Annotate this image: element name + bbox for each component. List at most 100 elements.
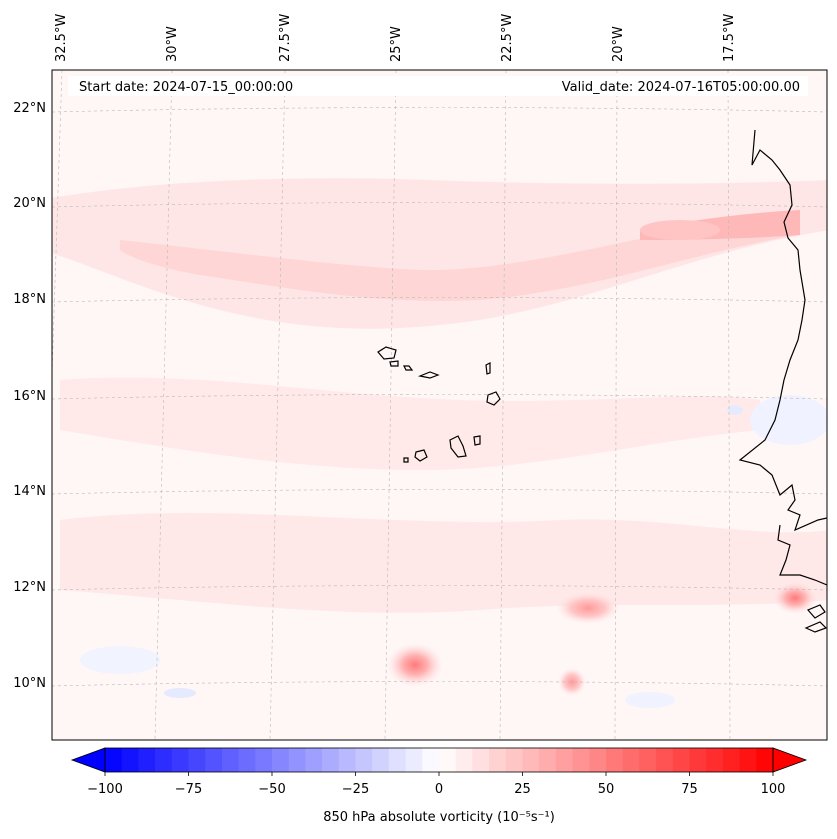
vorticity-hotspot-4 xyxy=(773,582,817,614)
island-santo-antao xyxy=(377,346,397,360)
colorbar-cell xyxy=(689,748,707,772)
colorbar-cell xyxy=(756,748,774,772)
island-brava xyxy=(403,457,409,463)
colorbar-cell xyxy=(188,748,206,772)
africa-coastline xyxy=(738,129,827,586)
coastline xyxy=(377,129,827,633)
colorbar-cell xyxy=(372,748,390,772)
colorbar-cell xyxy=(455,748,473,772)
colorbar-cell xyxy=(489,748,507,772)
lat-label-16n: 16°N xyxy=(13,389,46,404)
colorbar-cell xyxy=(639,748,657,772)
colorbar-cell xyxy=(305,748,323,772)
colorbar-cell xyxy=(322,748,340,772)
colorbar-tick-label: −100 xyxy=(87,782,123,797)
colorbar-tick-label: 0 xyxy=(435,782,443,797)
lon-label-25w: 25°W xyxy=(389,26,404,62)
colorbar-cell xyxy=(238,748,256,772)
colorbar-cell xyxy=(288,748,306,772)
island-santiago xyxy=(449,435,467,458)
colorbar-cell xyxy=(555,748,573,772)
colorbar-label: 850 hPa absolute vorticity (10⁻⁵s⁻¹) xyxy=(323,810,555,825)
colorbar-cell xyxy=(656,748,674,772)
colorbar-cell xyxy=(739,748,757,772)
vorticity-negative-patch-1 xyxy=(164,688,196,698)
colorbar-cell xyxy=(706,748,724,772)
colorbar-tick-label: −75 xyxy=(175,782,202,797)
island-santa-luzia xyxy=(403,365,414,371)
colorbar-cell xyxy=(272,748,290,772)
island-sao-vicente xyxy=(389,360,399,367)
colorbar-cell xyxy=(121,748,139,772)
colorbar-cell xyxy=(539,748,557,772)
vorticity-hotspot-1 xyxy=(387,643,443,687)
lat-label-10n: 10°N xyxy=(13,676,46,691)
colorbar-cell xyxy=(722,748,740,772)
lon-label-27-5w: 27.5°W xyxy=(278,14,293,62)
graticule xyxy=(52,70,827,740)
colorbar-cell xyxy=(405,748,423,772)
island-boa-vista xyxy=(486,391,501,406)
colorbar-tick-label: −50 xyxy=(258,782,285,797)
colorbar-cell xyxy=(505,748,523,772)
lat-label-18n: 18°N xyxy=(13,292,46,307)
vorticity-negative-patch-3 xyxy=(750,395,827,445)
colorbar-cell xyxy=(522,748,540,772)
vorticity-band-south xyxy=(60,512,827,613)
colorbar-cell xyxy=(221,748,239,772)
colorbar-cell xyxy=(388,748,406,772)
lon-label-32-5w: 32.5°W xyxy=(54,14,69,62)
colorbar: −100 −75 −50 −25 0 25 50 75 100 850 hPa … xyxy=(70,747,808,825)
lat-label-20n: 20°N xyxy=(13,196,46,211)
colorbar-cell xyxy=(622,748,640,772)
vorticity-field xyxy=(52,178,827,708)
start-date-label: Start date: 2024-07-15_00:00:00 xyxy=(79,80,293,95)
lon-label-22-5w: 22.5°W xyxy=(500,14,515,62)
vorticity-band-mid xyxy=(60,377,760,470)
colorbar-cell xyxy=(138,748,156,772)
colorbar-max-extend xyxy=(772,747,808,773)
colorbar-cell xyxy=(155,748,173,772)
colorbar-tick-label: 75 xyxy=(681,782,698,797)
colorbar-cell xyxy=(439,748,457,772)
map-panel xyxy=(51,69,828,741)
colorbar-cell xyxy=(205,748,223,772)
lat-label-22n: 22°N xyxy=(13,101,46,116)
colorbar-cell xyxy=(572,748,590,772)
island-fogo xyxy=(414,449,428,462)
colorbar-cell xyxy=(105,748,123,772)
lat-label-12n: 12°N xyxy=(13,580,46,595)
colorbar-cell xyxy=(255,748,273,772)
lon-label-20w: 20°W xyxy=(611,26,626,62)
colorbar-cell xyxy=(589,748,607,772)
colorbar-tick-label: −25 xyxy=(342,782,369,797)
vorticity-band-north-core xyxy=(120,215,800,301)
lon-label-17-5w: 17.5°W xyxy=(722,14,737,62)
colorbar-cell xyxy=(338,748,356,772)
lon-label-30w: 30°W xyxy=(165,26,180,62)
vorticity-hotspot-2 xyxy=(556,592,620,624)
colorbar-cell xyxy=(171,748,189,772)
lat-label-14n: 14°N xyxy=(13,484,46,499)
valid-date-label: Valid_date: 2024-07-16T05:00:00.00 xyxy=(562,80,800,95)
colorbar-cell xyxy=(606,748,624,772)
vorticity-hotspot-5 xyxy=(640,220,720,240)
colorbar-tick-label: 50 xyxy=(598,782,615,797)
vorticity-negative-patch-5 xyxy=(625,692,675,708)
vorticity-band-north xyxy=(52,178,827,329)
island-maio xyxy=(473,435,481,446)
vorticity-negative-patch-4 xyxy=(727,405,743,415)
longitude-labels: 32.5°W 30°W 27.5°W 25°W 22.5°W 20°W 17.5… xyxy=(54,14,737,62)
header-strip xyxy=(68,76,808,96)
latitude-labels: 22°N 20°N 18°N 16°N 14°N 12°N 10°N xyxy=(13,101,46,691)
vorticity-hotspot-3 xyxy=(558,668,586,696)
colorbar-cell xyxy=(672,748,690,772)
colorbar-cell xyxy=(472,748,490,772)
colorbar-tick-label: 100 xyxy=(761,782,786,797)
colorbar-cell xyxy=(355,748,373,772)
map-frame xyxy=(51,69,828,741)
island-sal xyxy=(485,362,491,375)
colorbar-min-extend xyxy=(70,747,106,773)
vorticity-negative-patch-2 xyxy=(80,646,160,674)
